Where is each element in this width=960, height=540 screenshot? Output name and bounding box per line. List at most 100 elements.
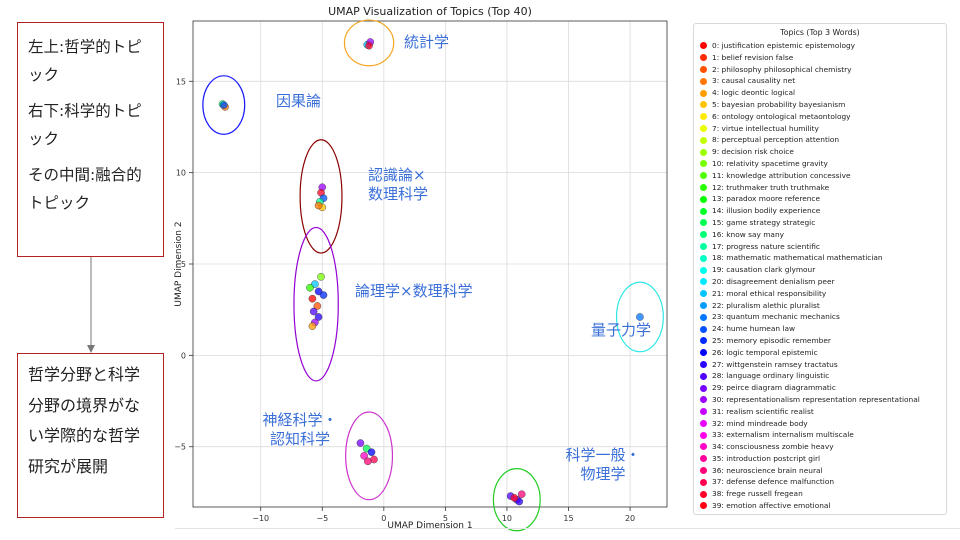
legend-entry: 20: disagreement denialism peer <box>700 276 940 288</box>
legend-marker <box>700 54 707 62</box>
legend-marker <box>700 396 707 404</box>
legend-label: 31: realism scientific realist <box>712 406 814 416</box>
legend-marker <box>700 89 707 97</box>
legend-label: 1: belief revision false <box>712 52 794 62</box>
y-axis-label: UMAP Dimension 2 <box>174 221 184 306</box>
legend-title: Topics (Top 3 Words) <box>780 28 860 37</box>
cluster-label: 量子力学 <box>591 321 651 339</box>
x-tick-label: 5 <box>443 514 448 523</box>
legend-marker <box>700 160 707 168</box>
legend-entry: 27: wittgenstein ramsey tractatus <box>700 359 940 371</box>
cluster-label: 物理学 <box>580 465 625 483</box>
legend-label: 36: neuroscience brain neural <box>712 465 823 475</box>
chart-title: UMAP Visualization of Topics (Top 40) <box>328 5 532 18</box>
x-tick-label: 15 <box>563 514 573 523</box>
legend-label: 18: mathematic mathematical mathematicia… <box>712 253 883 263</box>
cluster-label: 論理学×数理科学 <box>355 282 473 300</box>
legend-label: 27: wittgenstein ramsey tractatus <box>712 359 838 369</box>
legend-entry: 25: memory episodic remember <box>700 335 940 347</box>
cluster-label: 統計学 <box>404 33 449 51</box>
legend-marker <box>700 502 707 510</box>
legend-marker <box>700 42 707 50</box>
cluster-ring <box>343 19 395 67</box>
legend-marker <box>700 124 707 132</box>
legend-marker <box>700 207 707 215</box>
data-point <box>219 101 228 109</box>
cluster-ring <box>299 139 343 254</box>
legend-entry: 16: know say many <box>700 229 940 241</box>
y-tick-label: 15 <box>176 77 186 86</box>
data-point <box>306 283 314 292</box>
data-point <box>308 294 317 303</box>
plot-frame <box>192 20 668 508</box>
legend-marker <box>700 325 707 333</box>
legend-label: 8: perceptual perception attention <box>712 135 840 145</box>
legend-entry: 36: neuroscience brain neural <box>700 465 940 477</box>
legend-label: 6: ontology ontological metaontology <box>712 111 851 121</box>
legend-label: 25: memory episodic remember <box>712 335 831 345</box>
legend-marker <box>700 372 707 380</box>
legend-entry: 35: introduction postcript girl <box>700 453 940 465</box>
legend-marker <box>700 231 707 239</box>
legend-entry: 24: hume humean law <box>700 323 940 335</box>
annotation-line: 右下:科学的トピック <box>28 102 142 148</box>
data-point <box>636 313 644 321</box>
legend-marker <box>700 431 707 439</box>
legend-entry: 13: paradox moore reference <box>700 193 940 205</box>
data-point <box>308 322 317 330</box>
data-point <box>365 41 373 50</box>
legend-marker <box>700 408 707 416</box>
x-tick-label: −10 <box>252 514 269 523</box>
legend-marker <box>700 384 707 392</box>
legend-entry: 5: bayesian probability bayesianism <box>700 99 940 111</box>
legend-marker <box>700 313 707 321</box>
data-point <box>360 452 368 460</box>
legend-entry: 19: causation clark glymour <box>700 264 940 276</box>
legend-label: 2: philosophy philosophical chemistry <box>712 64 852 74</box>
x-tick-label: 0 <box>381 514 386 523</box>
x-axis-label: UMAP Dimension 1 <box>387 521 472 531</box>
legend-entry: 9: decision risk choice <box>700 146 940 158</box>
cluster-ring <box>293 226 339 382</box>
legend-label: 29: peirce diagram diagrammatic <box>712 383 836 393</box>
x-tick-label: 20 <box>625 514 635 523</box>
legend-entry: 11: knowledge attribution concessive <box>700 170 940 182</box>
annotation-box-top: 左上:哲学的トピック 右下:科学的トピック その中間:融合的トピック <box>17 22 164 257</box>
annotation-line: その中間:融合的トピック <box>28 166 142 212</box>
legend-label: 24: hume humean law <box>712 324 796 334</box>
legend-entry: 7: virtue intellectual humility <box>700 123 940 135</box>
x-tick-label: −5 <box>316 514 328 523</box>
legend-label: 26: logic temporal epistemic <box>712 347 818 357</box>
legend-marker <box>700 290 707 298</box>
legend-label: 15: game strategy strategic <box>712 217 816 227</box>
legend-label: 4: logic deontic logical <box>712 88 796 98</box>
legend-entry: 23: quantum mechanic mechanics <box>700 311 940 323</box>
legend-marker <box>700 455 707 463</box>
legend-marker <box>700 349 707 357</box>
data-point <box>313 302 322 310</box>
legend-label: 30: representationalism representation r… <box>712 394 920 404</box>
divider <box>175 528 960 529</box>
legend-entry: 6: ontology ontological metaontology <box>700 111 940 123</box>
legend-marker <box>700 148 707 156</box>
legend-entry: 4: logic deontic logical <box>700 87 940 99</box>
x-tick-label: 10 <box>502 514 512 523</box>
legend-marker <box>700 77 707 85</box>
legend-label: 16: know say many <box>712 229 785 239</box>
legend-label: 9: decision risk choice <box>712 147 794 157</box>
legend-entry: 38: frege russell fregean <box>700 488 940 500</box>
data-point <box>517 490 526 499</box>
legend-marker <box>700 301 707 309</box>
annotation-text: 哲学分野と科学分野の境界がない学際的な哲学研究が展開 <box>28 365 141 476</box>
data-point <box>367 448 376 456</box>
legend-label: 12: truthmaker truth truthmake <box>712 182 830 192</box>
legend-label: 19: causation clark glymour <box>712 265 816 275</box>
legend-marker <box>700 478 707 486</box>
y-tick-label: 10 <box>176 169 186 178</box>
legend-entry: 26: logic temporal epistemic <box>700 347 940 359</box>
legend-entry: 37: defense defence malfunction <box>700 476 940 488</box>
data-point <box>364 457 372 466</box>
legend-entry: 22: pluralism alethic pluralist <box>700 300 940 312</box>
legend-entry: 2: philosophy philosophical chemistry <box>700 64 940 76</box>
